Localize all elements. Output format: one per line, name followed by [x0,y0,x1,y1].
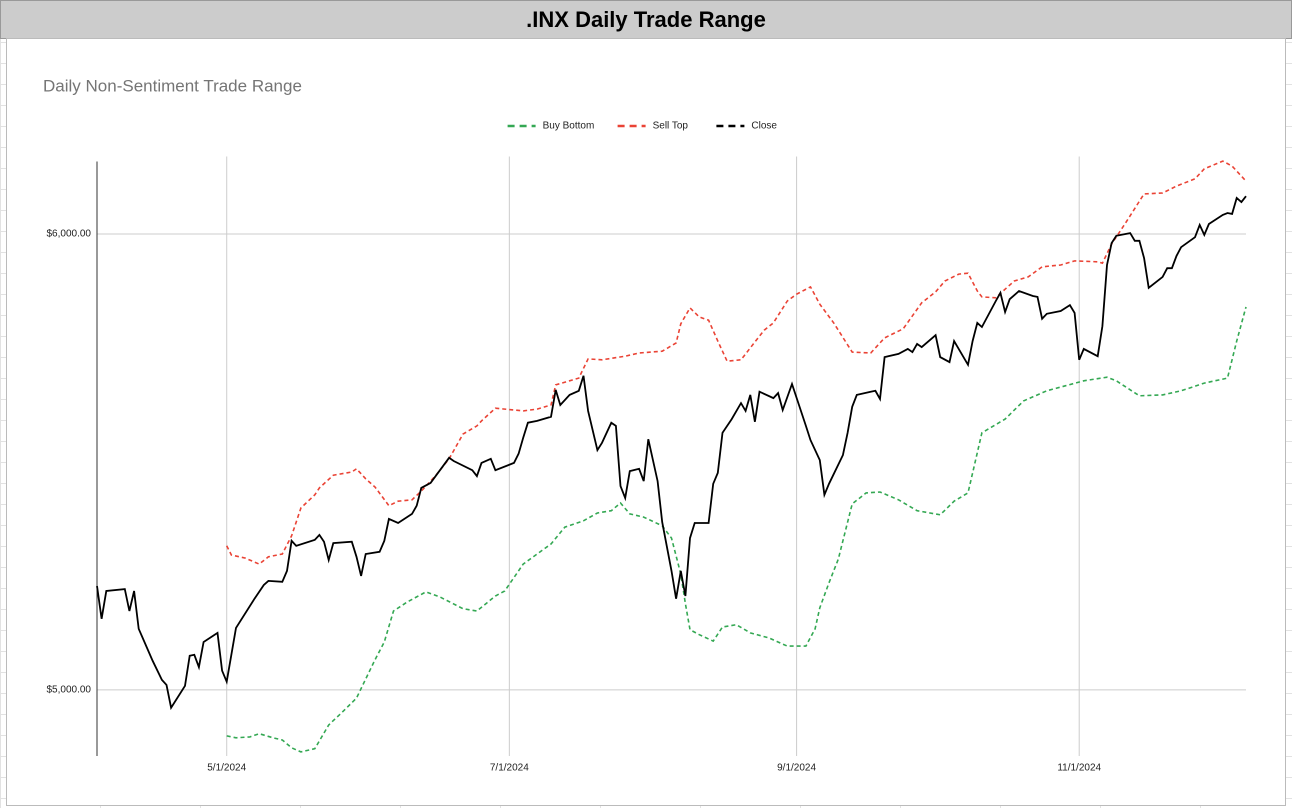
series-line [96,195,1247,711]
sheet-title-bar: .INX Daily Trade Range [0,0,1292,39]
y-tick-label: $6,000.00 [47,229,92,240]
x-tick-label: 9/1/2024 [777,763,816,774]
series-line [225,160,1247,566]
x-tick-label: 7/1/2024 [490,763,529,774]
legend-label: Close [751,121,777,132]
legend-label: Buy Bottom [543,121,595,132]
chart: Daily Non-Sentiment Trade Range $5,000.0… [6,38,1286,806]
chart-title: Daily Non-Sentiment Trade Range [43,76,302,95]
y-tick-label: $5,000.00 [47,685,92,696]
x-tick-label: 5/1/2024 [207,763,246,774]
legend-label: Sell Top [653,121,689,132]
x-tick-label: 11/1/2024 [1057,763,1101,774]
series-line [226,306,1247,753]
